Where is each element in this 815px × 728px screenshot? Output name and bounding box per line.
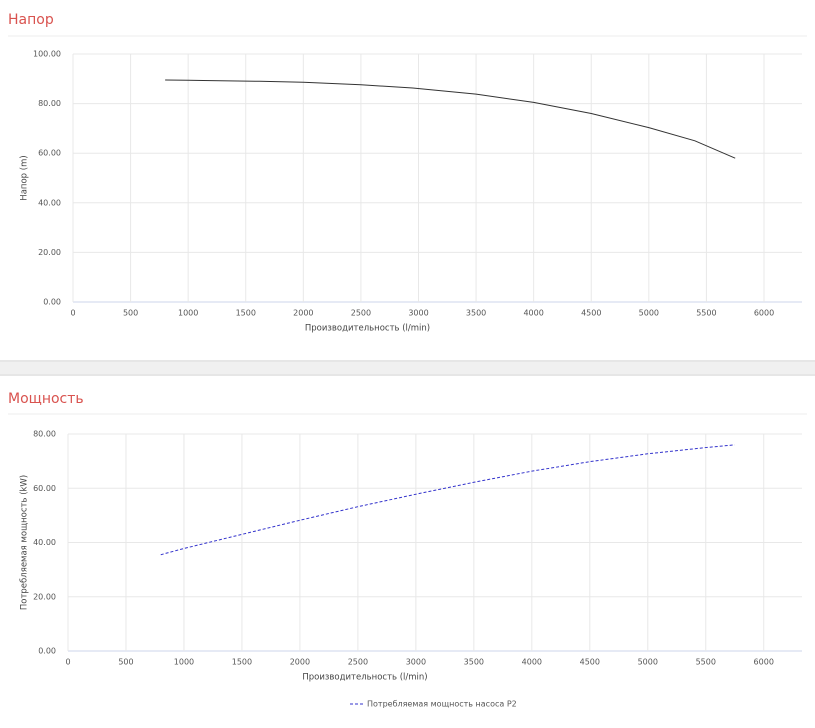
- y-tick-label: 20.00: [38, 248, 61, 257]
- y-axis-title: Потребляемая мощность (kW): [20, 475, 30, 610]
- x-tick-label: 4500: [581, 309, 601, 318]
- x-tick-label: 5000: [639, 309, 659, 318]
- y-tick-label: 100.00: [33, 50, 61, 59]
- x-tick-label: 3500: [464, 658, 484, 667]
- x-tick-label: 500: [118, 658, 133, 667]
- y-tick-label: 0.00: [43, 298, 61, 307]
- chart-title: Напор: [8, 12, 54, 28]
- series-line: [160, 444, 735, 556]
- x-tick-label: 4500: [580, 658, 600, 667]
- x-tick-label: 0: [70, 309, 75, 318]
- y-tick-label: 40.00: [38, 198, 61, 207]
- section-separator: [0, 360, 815, 376]
- x-tick-label: 2500: [348, 658, 368, 667]
- y-tick-label: 0.00: [38, 647, 56, 656]
- y-tick-label: 60.00: [33, 484, 56, 493]
- x-tick-label: 1000: [174, 658, 194, 667]
- x-tick-label: 5500: [696, 309, 716, 318]
- x-tick-label: 5500: [696, 658, 716, 667]
- x-tick-label: 6000: [754, 658, 774, 667]
- x-tick-label: 2000: [290, 658, 310, 667]
- x-tick-label: 2000: [293, 309, 313, 318]
- x-tick-label: 1000: [178, 309, 198, 318]
- x-tick-label: 3500: [466, 309, 486, 318]
- x-axis-title: Производительность (l/min): [305, 324, 430, 334]
- series-line: [165, 79, 736, 159]
- y-tick-label: 40.00: [33, 538, 56, 547]
- x-tick-label: 3000: [408, 309, 428, 318]
- x-tick-label: 1500: [232, 658, 252, 667]
- y-tick-label: 20.00: [33, 592, 56, 601]
- y-tick-label: 60.00: [38, 149, 61, 158]
- x-tick-label: 2500: [351, 309, 371, 318]
- y-tick-label: 80.00: [33, 430, 56, 439]
- x-axis-title: Производительность (l/min): [302, 673, 427, 683]
- y-tick-label: 80.00: [38, 99, 61, 108]
- y-axis-title: Напор (m): [20, 155, 30, 200]
- x-tick-label: 1500: [236, 309, 256, 318]
- x-tick-label: 500: [123, 309, 138, 318]
- x-tick-label: 6000: [754, 309, 774, 318]
- x-tick-label: 0: [65, 658, 70, 667]
- x-tick-label: 4000: [522, 658, 542, 667]
- x-tick-label: 3000: [406, 658, 426, 667]
- chart-title: Мощность: [8, 391, 84, 407]
- x-tick-label: 4000: [523, 309, 543, 318]
- legend-label: Потребляемая мощность насоса P2: [367, 700, 517, 709]
- x-tick-label: 5000: [638, 658, 658, 667]
